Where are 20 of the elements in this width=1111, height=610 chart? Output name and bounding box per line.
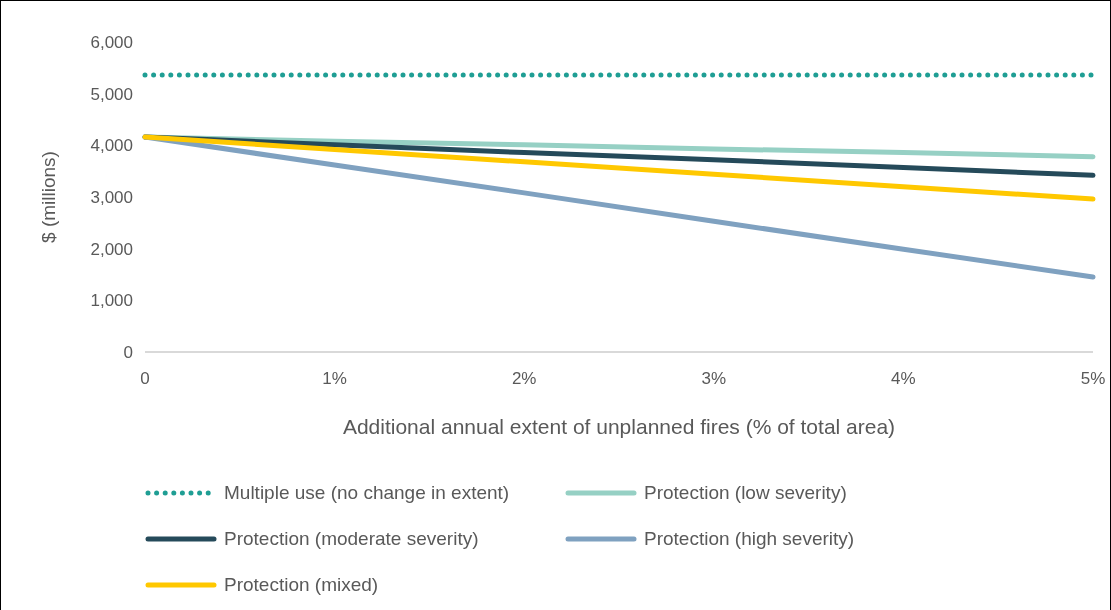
y-tick-label: 4,000 — [90, 136, 133, 156]
y-tick-label: 3,000 — [90, 188, 133, 208]
legend-label: Protection (moderate severity) — [224, 528, 479, 550]
x-tick-label: 3% — [701, 369, 727, 389]
legend-label: Protection (mixed) — [224, 574, 379, 596]
legend-label: Multiple use (no change in extent) — [224, 482, 510, 504]
y-tick-label: 5,000 — [90, 84, 133, 104]
y-axis-title: $ (millions) — [37, 151, 59, 243]
x-tick-label: 1% — [322, 369, 347, 389]
x-axis-title: Additional annual extent of unplanned fires (% of total area) — [342, 415, 896, 438]
legend-label: Protection (low severity) — [644, 482, 847, 504]
y-tick-label: 2,000 — [90, 239, 133, 259]
x-tick-label: 2% — [511, 369, 537, 389]
x-tick-label: 5% — [1080, 369, 1106, 389]
x-tick-label: 4% — [891, 369, 916, 389]
y-tick-label: 1,000 — [90, 291, 133, 311]
legend-label: Protection (high severity) — [644, 528, 855, 550]
y-tick-label: 6,000 — [90, 33, 133, 53]
y-tick-label: 0 — [123, 343, 133, 363]
x-tick-label: 0 — [140, 369, 150, 389]
